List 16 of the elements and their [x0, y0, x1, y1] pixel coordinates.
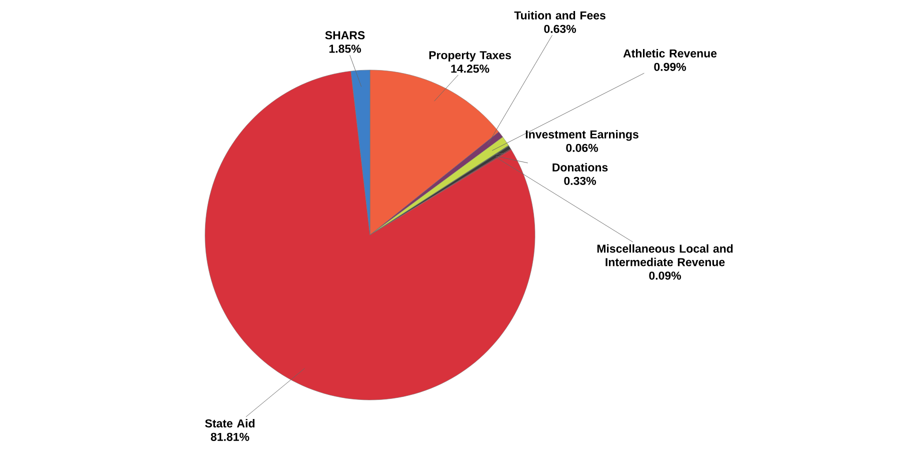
- slice-label: Investment Earnings: [526, 130, 638, 141]
- slice-label: Tuition and Fees: [514, 11, 606, 20]
- slice-label: State Aid: [205, 419, 254, 428]
- data-label: 1.85%: [329, 44, 362, 53]
- data-label: 81.81%: [210, 432, 250, 441]
- legend-label: Donations: [552, 163, 608, 172]
- data-label: 14.25%: [451, 64, 490, 73]
- slice-label: Miscellaneous Local and Intermediate Revenue: [597, 244, 733, 266]
- slice-label: Athletic Revenue: [623, 49, 717, 58]
- data-label: 0.06%: [566, 144, 598, 152]
- data-label: 0.63%: [544, 24, 576, 33]
- slice-label: SHARS: [325, 31, 365, 40]
- data-label: 0.09%: [649, 272, 682, 280]
- slice-label: Property Taxes: [429, 51, 511, 62]
- data-label: 0.33%: [564, 176, 596, 185]
- data-label: 0.99%: [654, 62, 686, 71]
